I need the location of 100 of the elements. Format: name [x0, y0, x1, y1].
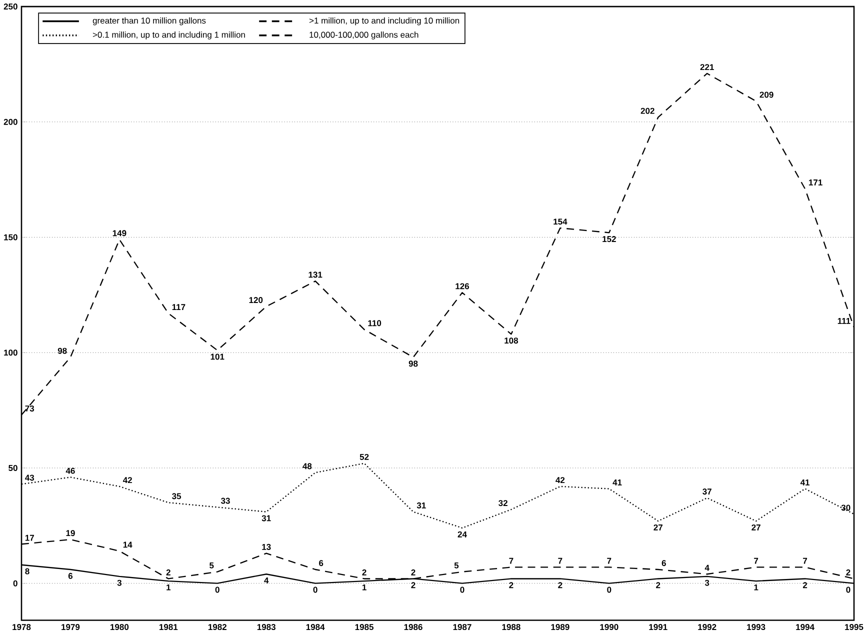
- data-label: 31: [262, 515, 271, 522]
- data-label: 30: [841, 504, 850, 511]
- data-label: 37: [702, 488, 712, 495]
- data-label: 7: [607, 558, 612, 564]
- data-label: 2: [362, 570, 366, 576]
- data-label: 5: [454, 562, 459, 569]
- data-label: 2: [509, 582, 514, 588]
- data-label: 27: [654, 524, 662, 531]
- data-label: 8: [25, 568, 30, 575]
- data-label: 4: [704, 565, 710, 571]
- data-label: 2: [411, 570, 416, 576]
- x-tick-label: 1984: [306, 624, 325, 630]
- x-tick-label: 1992: [698, 624, 716, 630]
- data-label: 111: [838, 318, 850, 324]
- data-label: 154: [554, 218, 568, 225]
- y-tick-label: 200: [4, 119, 18, 126]
- x-tick-label: 1982: [208, 624, 226, 630]
- x-tick-label: 1991: [649, 624, 668, 630]
- data-label: 1: [362, 584, 366, 590]
- data-label: 0: [607, 586, 612, 593]
- data-label: 171: [808, 180, 822, 186]
- data-label: 3: [117, 580, 122, 586]
- x-tick-label: 1989: [551, 624, 570, 630]
- data-label: 110: [368, 320, 382, 326]
- data-label: 2: [411, 582, 416, 588]
- data-label: 24: [458, 532, 467, 538]
- data-label: 14: [123, 542, 132, 548]
- x-tick-label: 1983: [257, 624, 276, 630]
- x-tick-label: 1995: [845, 624, 864, 630]
- data-label: 149: [112, 230, 126, 236]
- x-tick-label: 1994: [796, 624, 814, 630]
- data-label: 42: [556, 477, 565, 484]
- data-label: 6: [319, 560, 324, 566]
- data-label: 13: [262, 544, 271, 550]
- legend-label: 10,000-100,000 gallons each: [310, 32, 418, 40]
- data-label: 42: [122, 477, 132, 484]
- data-label: 32: [498, 500, 508, 506]
- data-label: 0: [460, 586, 464, 593]
- data-label: 35: [172, 493, 182, 500]
- x-tick-label: 1979: [62, 624, 80, 630]
- x-tick-label: 1980: [110, 624, 129, 630]
- y-tick-label: 100: [4, 350, 18, 356]
- data-label: 6: [68, 573, 73, 580]
- data-label: 152: [602, 236, 616, 242]
- data-label: 43: [25, 474, 34, 481]
- data-label: 1: [166, 584, 171, 590]
- x-tick-label: 1978: [12, 624, 31, 630]
- data-label: 7: [558, 558, 562, 564]
- data-label: 41: [612, 480, 622, 486]
- x-tick-label: 1985: [355, 624, 374, 630]
- data-label: 2: [558, 582, 562, 588]
- data-label: 221: [700, 64, 714, 70]
- data-label: 41: [800, 480, 810, 486]
- data-label: 48: [302, 463, 312, 470]
- legend-label: greater than 10 million gallons: [92, 18, 206, 26]
- data-label: 0: [313, 586, 318, 593]
- data-label: 19: [66, 530, 75, 536]
- data-label: 27: [752, 524, 760, 531]
- data-label: 5: [210, 562, 214, 569]
- data-label: 7: [509, 558, 514, 564]
- x-tick-label: 1981: [159, 624, 178, 630]
- legend-label: >0.1 million, up to and including 1 million: [92, 32, 245, 40]
- data-label: 1: [754, 584, 758, 590]
- data-label: 202: [640, 108, 654, 114]
- data-label: 2: [656, 582, 660, 588]
- data-label: 101: [210, 354, 224, 360]
- data-label: 126: [456, 283, 470, 290]
- data-label: 2: [802, 582, 808, 588]
- data-label: 2: [846, 570, 850, 576]
- y-tick-label: 250: [4, 4, 18, 10]
- data-label: 2: [166, 570, 170, 576]
- x-tick-label: 1990: [600, 624, 618, 630]
- x-tick-label: 1986: [404, 624, 422, 630]
- legend-label: >1 million, up to and including 10 million: [309, 18, 460, 26]
- data-label: 46: [66, 468, 75, 474]
- data-label: 7: [803, 558, 808, 564]
- data-label: 98: [58, 348, 67, 354]
- data-label: 31: [416, 502, 426, 509]
- x-tick-label: 1987: [453, 624, 472, 630]
- data-label: 98: [408, 360, 418, 367]
- data-label: 73: [25, 406, 34, 412]
- data-label: 3: [704, 580, 710, 586]
- y-tick-label: 150: [4, 234, 18, 240]
- y-tick-label: 50: [8, 465, 18, 472]
- data-label: 117: [172, 304, 186, 310]
- data-label: 131: [308, 272, 322, 278]
- data-label: 209: [760, 92, 774, 98]
- data-label: 33: [220, 498, 230, 504]
- data-label: 4: [264, 578, 269, 584]
- y-tick-label: 0: [13, 580, 18, 587]
- data-label: 108: [504, 338, 518, 344]
- data-label: 6: [662, 560, 666, 566]
- x-tick-label: 1988: [502, 624, 520, 630]
- data-label: 120: [249, 297, 263, 304]
- x-tick-label: 1993: [747, 624, 766, 630]
- data-label: 0: [215, 586, 220, 593]
- data-label: 52: [360, 454, 369, 460]
- data-label: 17: [25, 535, 34, 541]
- data-label: 0: [846, 586, 850, 593]
- data-label: 7: [754, 558, 758, 564]
